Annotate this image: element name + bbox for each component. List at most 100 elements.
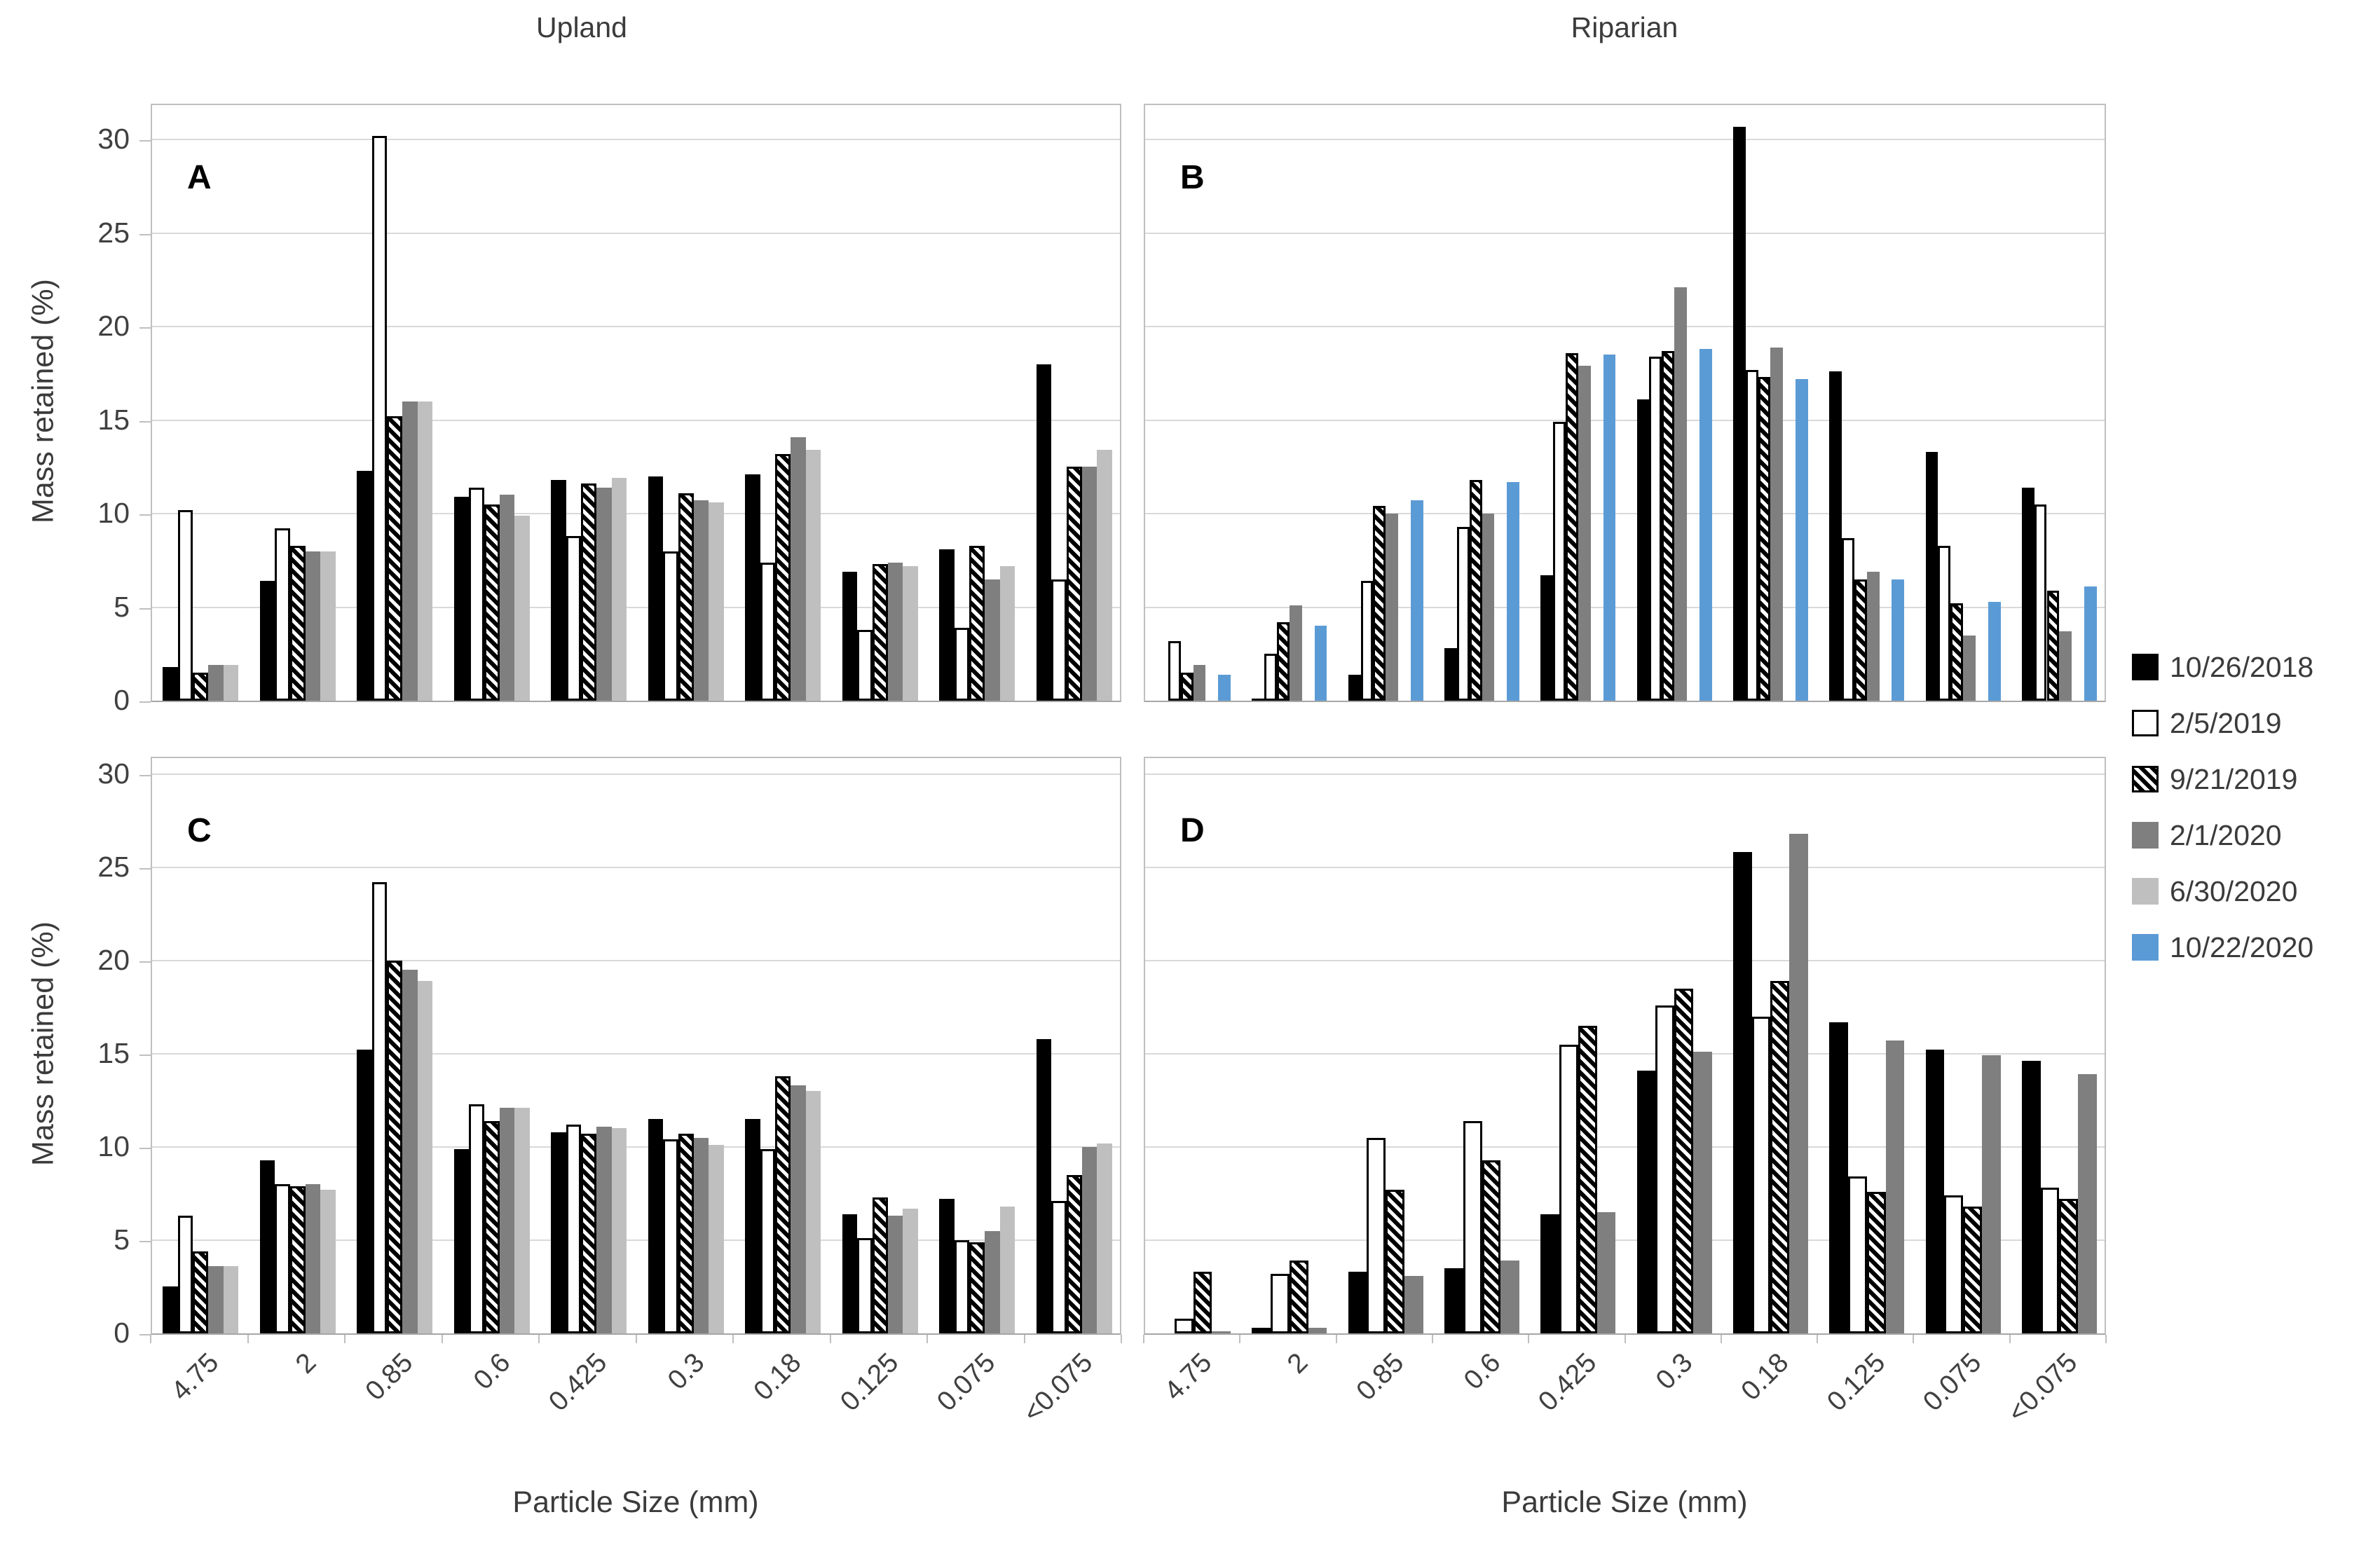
bar (1944, 1195, 1964, 1333)
bar (551, 1132, 566, 1333)
bar (208, 665, 224, 701)
x-tick-mark (829, 1335, 831, 1343)
bar (1745, 369, 1758, 701)
legend-swatch-blue (2132, 934, 2159, 961)
bar (2084, 586, 2097, 701)
bar (1174, 1318, 1194, 1333)
legend-item: 2/5/2019 (2132, 695, 2313, 751)
bar (693, 1137, 709, 1333)
bar (1036, 1038, 1052, 1333)
bar (999, 565, 1015, 701)
bar (371, 136, 388, 701)
bar (453, 497, 470, 701)
bar (1789, 833, 1808, 1333)
y-tick-label: 5 (114, 1223, 130, 1256)
bar (223, 1266, 239, 1333)
bar (842, 571, 858, 701)
plot-area-B (1144, 104, 2106, 702)
bar (954, 1239, 970, 1333)
bar (581, 1134, 597, 1333)
bar (1036, 364, 1052, 701)
bar (857, 629, 873, 701)
bar (484, 1120, 500, 1333)
bar (857, 1238, 873, 1333)
bar (551, 480, 566, 701)
x-tick-mark (538, 1335, 540, 1343)
bar (596, 487, 612, 701)
x-tick-mark (1023, 1335, 1025, 1343)
gridline-y10 (152, 1146, 1120, 1148)
bar (163, 666, 178, 701)
legend-item: 6/30/2020 (2132, 863, 2313, 919)
bar (469, 1104, 484, 1333)
bar (1456, 526, 1470, 701)
plot-area-A (151, 104, 1121, 702)
bar (2059, 1199, 2079, 1333)
bar (611, 1128, 627, 1333)
bar (791, 437, 806, 701)
bar (1925, 452, 1938, 701)
gridline-y30 (1145, 773, 2105, 775)
x-tick-mark (247, 1335, 249, 1343)
bar (1289, 1261, 1308, 1333)
y-tick-mark (139, 1054, 151, 1056)
y-tick-label: 15 (97, 1036, 130, 1069)
y-tick-mark (139, 327, 151, 329)
bar (566, 1124, 582, 1333)
bar (2021, 487, 2034, 701)
bar (387, 960, 403, 1333)
bar (1674, 287, 1687, 701)
y-tick-mark (139, 607, 151, 610)
y-tick-label: 20 (97, 310, 130, 343)
bar (289, 1186, 306, 1333)
bar (1925, 1050, 1945, 1333)
bar (999, 1207, 1015, 1333)
bar (1252, 1328, 1271, 1333)
bar (1051, 1201, 1067, 1333)
panel-letter-D: D (1180, 812, 1205, 849)
gridline-y25 (1145, 866, 2105, 868)
bar (1988, 601, 2001, 701)
bar (1566, 352, 1578, 701)
y-tick-label: 30 (97, 123, 130, 156)
bar (1751, 1016, 1771, 1333)
legend-swatch-hatch (2132, 766, 2159, 792)
bar (305, 551, 321, 701)
gridline-y20 (1145, 959, 2105, 961)
bar (1578, 1025, 1597, 1333)
bar (1732, 126, 1746, 701)
legend-label: 9/21/2019 (2170, 762, 2298, 795)
bar (223, 665, 239, 701)
gridline-y25 (1145, 232, 2105, 234)
bar (566, 536, 582, 701)
bar (1314, 626, 1327, 701)
x-tick-mark (150, 1335, 151, 1343)
bar (193, 1251, 209, 1333)
gridline-y20 (152, 959, 1120, 961)
bar (842, 1214, 858, 1333)
bar (289, 545, 306, 701)
bar (1938, 545, 1951, 701)
bar (1386, 1190, 1405, 1333)
gridline-y30 (1145, 139, 2105, 141)
bar (499, 1107, 515, 1333)
y-tick-mark (139, 701, 151, 703)
bar (1500, 1261, 1520, 1333)
bar (1097, 1143, 1112, 1333)
bar (163, 1286, 178, 1333)
y-tick-label: 30 (97, 757, 130, 790)
bar (1950, 603, 1964, 701)
bar (709, 502, 724, 701)
x-tick-mark (1817, 1335, 1819, 1343)
bar (1348, 674, 1361, 701)
bar (259, 581, 275, 701)
gridline-y30 (152, 773, 1120, 775)
bar (1264, 654, 1278, 701)
column-title-upland: Upland (536, 11, 627, 43)
bar (1180, 672, 1194, 701)
bar (1866, 571, 1880, 701)
bar (872, 1197, 888, 1333)
bar (1578, 366, 1591, 701)
bar (1507, 481, 1520, 701)
bar (1444, 648, 1457, 701)
